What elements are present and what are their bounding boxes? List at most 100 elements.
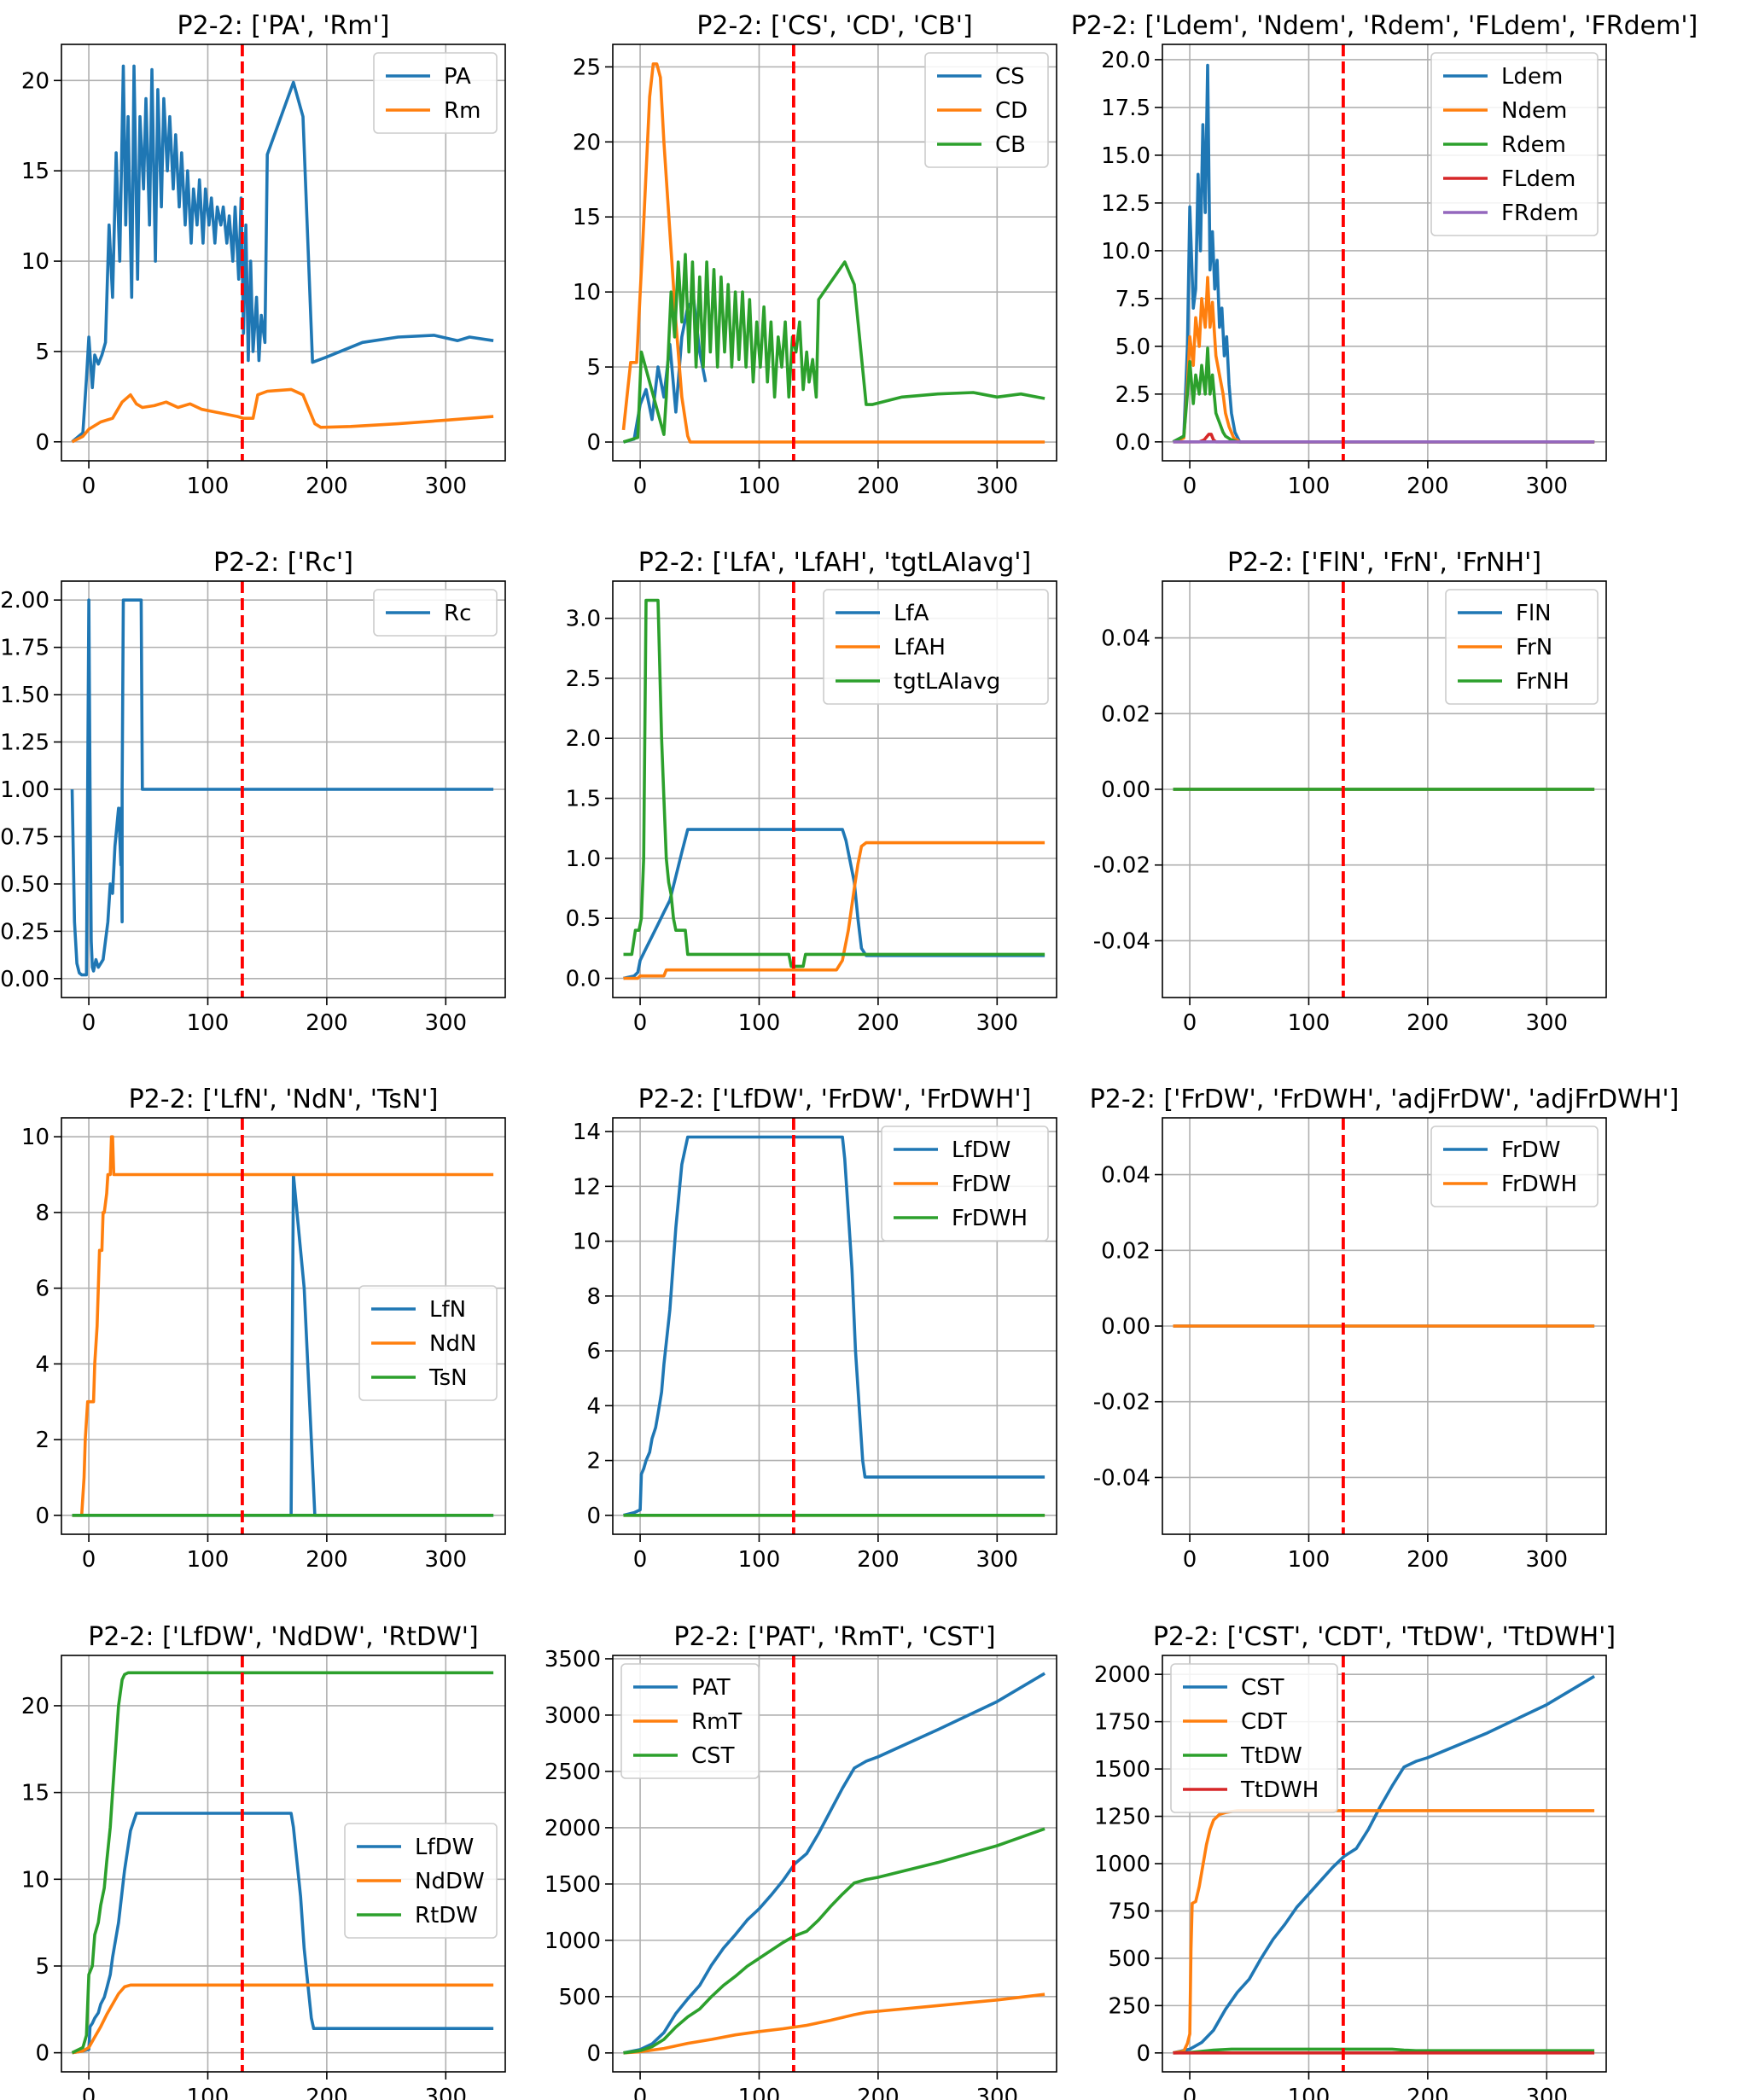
y-tick-label: 7.5 bbox=[1115, 287, 1150, 312]
y-tick-label: 17.5 bbox=[1101, 96, 1150, 121]
legend-box bbox=[1430, 52, 1599, 236]
y-tick-label: 0.04 bbox=[1101, 626, 1150, 652]
x-tick-label: 0 bbox=[1183, 1547, 1197, 1573]
y-tick-label: 0.00 bbox=[0, 967, 50, 992]
x-tick-label: 100 bbox=[738, 1547, 781, 1573]
x-tick-label: 300 bbox=[976, 2085, 1018, 2100]
legend-label: TsN bbox=[428, 1365, 468, 1391]
legend-box bbox=[1430, 1126, 1599, 1207]
axes-frame bbox=[612, 580, 1057, 998]
x-tick-label: 300 bbox=[424, 1010, 467, 1036]
series-line-ndn bbox=[72, 1135, 494, 1517]
x-tick-label: 200 bbox=[857, 1547, 900, 1573]
legend-label: CDT bbox=[1241, 1709, 1287, 1735]
x-tick-label: 300 bbox=[424, 474, 467, 499]
y-tick-label: 0 bbox=[586, 1504, 601, 1529]
y-tick-label: 250 bbox=[1108, 1993, 1150, 2019]
legend-label: Rc bbox=[444, 601, 471, 626]
legend-label: TtDWH bbox=[1240, 1777, 1319, 1803]
x-tick-label: 100 bbox=[187, 2085, 230, 2100]
legend-label: FrDW bbox=[1501, 1137, 1560, 1163]
legend-label: Ldem bbox=[1501, 64, 1563, 90]
legend-box bbox=[823, 589, 1049, 705]
series-line-tgtlaiavg bbox=[623, 598, 1045, 969]
chart-panel-12: P2-2: ['CST', 'CDT', 'TtDW', 'TtDWH'] 0 10… bbox=[1094, 1622, 1616, 2100]
x-tick-label: 100 bbox=[187, 1547, 230, 1573]
y-tick-label: 4 bbox=[586, 1393, 601, 1419]
y-tick-label: 0.0 bbox=[566, 966, 601, 992]
x-tick-label: 0 bbox=[633, 2085, 648, 2100]
y-tick-label: 10 bbox=[21, 249, 50, 275]
legend-label: CST bbox=[1241, 1675, 1284, 1701]
legend-label: Ndem bbox=[1501, 98, 1567, 124]
axes-frame bbox=[1162, 44, 1607, 462]
y-tick-label: -0.02 bbox=[1093, 853, 1150, 879]
x-tick-label: 0 bbox=[1183, 2085, 1197, 2100]
x-tick-label: 0 bbox=[82, 474, 96, 499]
y-tick-label: 1.50 bbox=[0, 683, 50, 708]
y-tick-label: 1.25 bbox=[0, 730, 50, 756]
y-tick-label: 5 bbox=[35, 340, 50, 365]
legend-label: Rdem bbox=[1501, 132, 1566, 158]
axes-frame bbox=[61, 44, 506, 462]
y-tick-label: 0 bbox=[586, 2041, 601, 2067]
legend-label: FrN bbox=[1516, 635, 1552, 660]
chart-title: P2-2: ['LfA', 'LfAH', 'tgtLAIavg'] bbox=[638, 548, 1031, 578]
y-tick-label: 6 bbox=[35, 1277, 50, 1302]
legend: CST CDT TtDW TtDWH bbox=[1170, 1663, 1338, 1813]
y-tick-label: 1.0 bbox=[566, 846, 601, 872]
x-tick-label: 0 bbox=[1183, 1010, 1197, 1036]
chart-panel-10: P2-2: ['LfDW', 'NdDW', 'RtDW']0 100 200 300… bbox=[21, 1622, 506, 2100]
series-line-pat bbox=[623, 1672, 1046, 2055]
x-tick-label: 0 bbox=[1183, 474, 1197, 499]
x-tick-label: 200 bbox=[306, 2085, 348, 2100]
chart-title: P2-2: ['CST', 'CDT', 'TtDW', 'TtDWH'] bbox=[1153, 1622, 1616, 1652]
y-tick-label: 20 bbox=[21, 68, 50, 94]
legend-box bbox=[373, 52, 498, 134]
x-tick-label: 200 bbox=[1406, 1547, 1449, 1573]
legend-box bbox=[1445, 589, 1599, 705]
legend-label: LfA bbox=[894, 601, 929, 626]
chart-title: P2-2: ['Ldem', 'Ndem', 'Rdem', 'FLdem', … bbox=[1071, 11, 1698, 41]
legend-label: LfDW bbox=[952, 1137, 1010, 1163]
chart-panel-1: P2-2: ['PA', 'Rm'] 0 100 200 300 0 5 10 15 20 PA Rm bbox=[21, 11, 506, 499]
x-tick-label: 300 bbox=[976, 1547, 1018, 1573]
legend-label: CB bbox=[995, 132, 1026, 158]
y-tick-label: 20 bbox=[21, 1694, 50, 1719]
legend-label: Rm bbox=[444, 98, 480, 124]
legend-label: NdN bbox=[429, 1331, 476, 1357]
x-tick-label: 100 bbox=[738, 1010, 781, 1036]
y-tick-label: 4 bbox=[35, 1352, 50, 1377]
legend-box bbox=[1170, 1663, 1338, 1813]
legend-box bbox=[620, 1663, 760, 1779]
axes-frame bbox=[61, 1117, 506, 1535]
x-tick-label: 0 bbox=[633, 1547, 648, 1573]
legend-label: TtDW bbox=[1240, 1743, 1302, 1769]
legend-label: FRdem bbox=[1501, 201, 1579, 226]
axes-frame bbox=[61, 1655, 506, 2073]
y-tick-label: 2000 bbox=[1094, 1662, 1150, 1688]
legend-label: FlN bbox=[1516, 601, 1552, 626]
legend-label: tgtLAIavg bbox=[894, 669, 1000, 695]
legend-label: LfN bbox=[429, 1297, 466, 1323]
x-tick-label: 0 bbox=[82, 1010, 96, 1036]
chart-panel-8: P2-2: ['LfDW', 'FrDW', 'FrDWH']0 100 200 30… bbox=[573, 1085, 1057, 1573]
legend-label: CST bbox=[691, 1743, 735, 1769]
y-tick-label: 3000 bbox=[545, 1703, 601, 1729]
y-tick-label: 500 bbox=[558, 1985, 601, 2010]
y-tick-label: 1.5 bbox=[566, 787, 601, 812]
legend-label: RtDW bbox=[415, 1903, 478, 1928]
series-line-rc bbox=[70, 598, 494, 977]
y-tick-label: 2.5 bbox=[566, 666, 601, 692]
chart-panel-7: P2-2: ['LfN', 'NdN', 'TsN'] 0 100 200 300 0 2 4… bbox=[21, 1085, 506, 1573]
chart-panel-9: P2-2: ['FrDW', 'FrDWH', 'adjFrDW', 'adjF… bbox=[1090, 1085, 1680, 1573]
y-tick-label: 2000 bbox=[545, 1816, 601, 1841]
legend-box bbox=[881, 1126, 1049, 1242]
series-line-cd bbox=[621, 62, 1045, 444]
x-tick-label: 100 bbox=[187, 1010, 230, 1036]
y-tick-label: 1250 bbox=[1094, 1805, 1150, 1830]
series-line-lfdw bbox=[623, 1135, 1045, 1517]
x-tick-label: 100 bbox=[1288, 1547, 1331, 1573]
series-line-rm bbox=[71, 387, 494, 444]
axes-frame bbox=[1162, 1655, 1607, 2073]
